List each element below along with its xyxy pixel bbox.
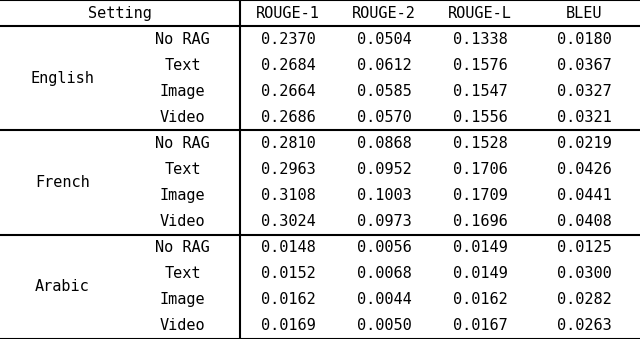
Text: 0.0408: 0.0408 [557,214,611,229]
Text: No RAG: No RAG [155,136,210,151]
Text: 0.0868: 0.0868 [356,136,412,151]
Text: 0.0125: 0.0125 [557,240,611,255]
Text: 0.0973: 0.0973 [356,214,412,229]
Text: ROUGE-2: ROUGE-2 [352,5,416,21]
Text: 0.0162: 0.0162 [452,292,508,307]
Text: Arabic: Arabic [35,279,90,294]
Text: Text: Text [164,162,201,177]
Text: Video: Video [159,318,205,334]
Text: 0.2664: 0.2664 [260,84,316,99]
Text: 0.0300: 0.0300 [557,266,611,281]
Text: 0.1547: 0.1547 [452,84,508,99]
Text: 0.0367: 0.0367 [557,58,611,73]
Text: Image: Image [159,84,205,99]
Text: 0.1706: 0.1706 [452,162,508,177]
Text: ROUGE-1: ROUGE-1 [256,5,320,21]
Text: 0.3024: 0.3024 [260,214,316,229]
Text: 0.0068: 0.0068 [356,266,412,281]
Text: 0.0149: 0.0149 [452,240,508,255]
Text: 0.1696: 0.1696 [452,214,508,229]
Text: Video: Video [159,214,205,229]
Text: 0.1709: 0.1709 [452,188,508,203]
Text: Image: Image [159,292,205,307]
Text: 0.0441: 0.0441 [557,188,611,203]
Text: English: English [31,71,94,86]
Text: Text: Text [164,266,201,281]
Text: 0.0282: 0.0282 [557,292,611,307]
Text: Text: Text [164,58,201,73]
Text: 0.2370: 0.2370 [260,32,316,47]
Text: Image: Image [159,188,205,203]
Text: 0.1338: 0.1338 [452,32,508,47]
Text: 0.0219: 0.0219 [557,136,611,151]
Text: 0.0952: 0.0952 [356,162,412,177]
Text: BLEU: BLEU [566,5,602,21]
Text: 0.0162: 0.0162 [260,292,316,307]
Text: 0.0044: 0.0044 [356,292,412,307]
Text: No RAG: No RAG [155,32,210,47]
Text: 0.3108: 0.3108 [260,188,316,203]
Text: 0.0585: 0.0585 [356,84,412,99]
Text: 0.1003: 0.1003 [356,188,412,203]
Text: 0.0612: 0.0612 [356,58,412,73]
Text: 0.0056: 0.0056 [356,240,412,255]
Text: 0.0180: 0.0180 [557,32,611,47]
Text: ROUGE-L: ROUGE-L [448,5,512,21]
Text: 0.2686: 0.2686 [260,110,316,125]
Text: 0.2963: 0.2963 [260,162,316,177]
Text: 0.0149: 0.0149 [452,266,508,281]
Text: 0.0152: 0.0152 [260,266,316,281]
Text: 0.2810: 0.2810 [260,136,316,151]
Text: 0.0050: 0.0050 [356,318,412,334]
Text: 0.0426: 0.0426 [557,162,611,177]
Text: 0.0570: 0.0570 [356,110,412,125]
Text: 0.0321: 0.0321 [557,110,611,125]
Text: 0.0327: 0.0327 [557,84,611,99]
Text: No RAG: No RAG [155,240,210,255]
Text: 0.2684: 0.2684 [260,58,316,73]
Text: 0.1528: 0.1528 [452,136,508,151]
Text: 0.0504: 0.0504 [356,32,412,47]
Text: 0.0169: 0.0169 [260,318,316,334]
Text: 0.1556: 0.1556 [452,110,508,125]
Text: Video: Video [159,110,205,125]
Text: 0.0167: 0.0167 [452,318,508,334]
Text: 0.0148: 0.0148 [260,240,316,255]
Text: Setting: Setting [88,5,152,21]
Text: French: French [35,175,90,190]
Text: 0.1576: 0.1576 [452,58,508,73]
Text: 0.0263: 0.0263 [557,318,611,334]
